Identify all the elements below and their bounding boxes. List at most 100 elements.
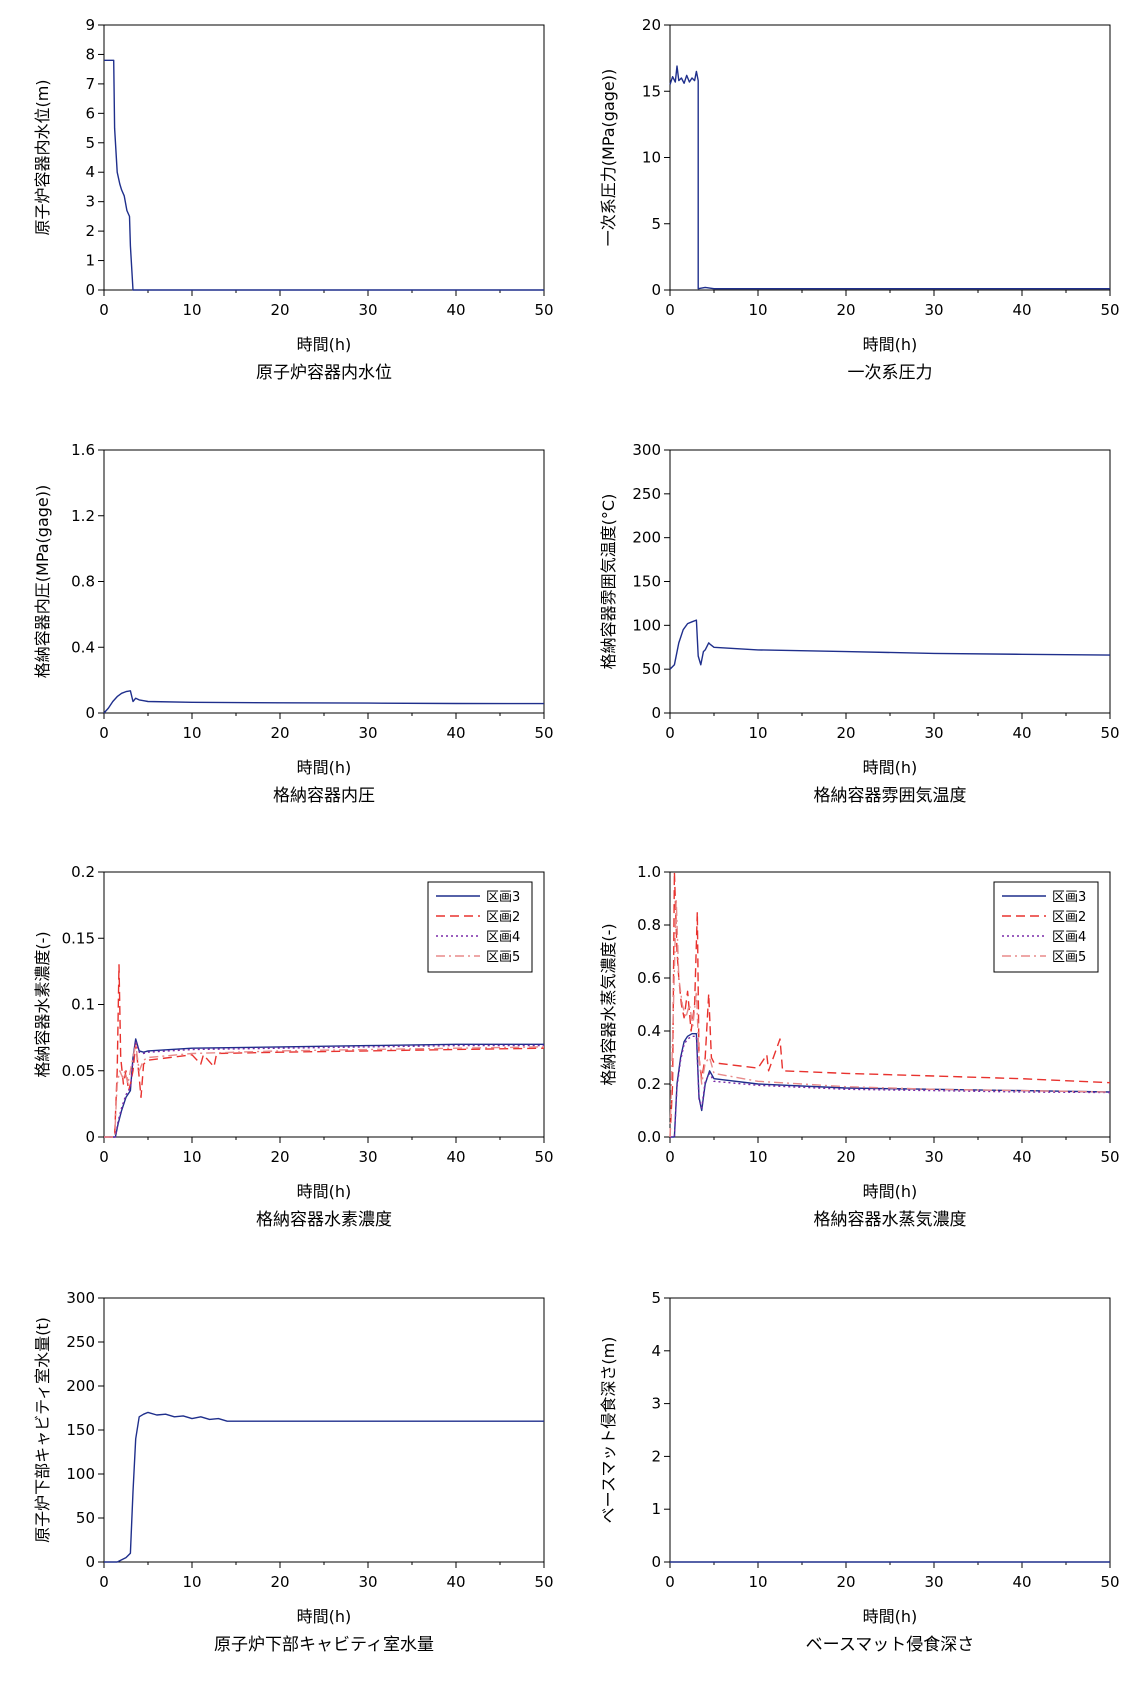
x-tick-label: 30 (358, 1148, 377, 1166)
x-tick-label: 40 (1012, 301, 1031, 319)
chart-panel-4: 0 50 100 150 200 250 300 0 10 20 30 40 50 格納容器雰囲気温度(°… (599, 441, 1120, 806)
x-tick-label: 0 (665, 1573, 675, 1591)
chart-panel-6: 0.00.20.40.60.81.00 10 20 30 40 50区画3区画2区画4区画… (599, 863, 1120, 1230)
series-line-区画5 (104, 1043, 545, 1138)
y-tick-label: 6 (85, 104, 95, 122)
y-tick-label: 8 (85, 45, 95, 63)
y-axis-label: 格納容器雰囲気温度(°C) (599, 494, 618, 670)
chart-title: 格納容器内圧 (273, 786, 375, 806)
legend-box (427, 881, 533, 973)
chart-panel-3: 0 0.4 0.8 1.2 1.6 0 10 20 30 40 50 格納容器内圧(MPa(gage)… (33, 441, 554, 806)
x-tick-label: 10 (748, 301, 767, 319)
x-tick-label: 0 (665, 724, 675, 742)
y-axis-label: 格納容器内圧(MPa(gage)) (33, 485, 52, 678)
plot-frame (669, 449, 1111, 714)
x-tick-label: 50 (1100, 724, 1119, 742)
x-tick-label: 50 (534, 1573, 553, 1591)
x-tick-label: 0 (99, 724, 109, 742)
y-tick-label: 0.2 (637, 1075, 661, 1093)
x-tick-label: 40 (446, 724, 465, 742)
legend-box (993, 881, 1099, 973)
x-tick-label: 40 (1012, 1573, 1031, 1591)
x-tick-label: 50 (534, 724, 553, 742)
x-axis-label: 時間(h) (863, 758, 918, 777)
x-tick-label: 10 (182, 1573, 201, 1591)
y-tick-label: 0.4 (71, 638, 95, 656)
x-tick-label: 40 (446, 1148, 465, 1166)
x-tick-label: 20 (270, 724, 289, 742)
plot-frame (669, 24, 1111, 291)
legend: 区画3 区画2 区画4 区画5 (427, 881, 533, 973)
x-tick-label: 20 (836, 1148, 855, 1166)
y-tick-label: 100 (66, 1465, 95, 1483)
y-tick-label: 200 (66, 1377, 95, 1395)
y-tick-label: 2 (85, 222, 95, 240)
x-tick-label: 10 (182, 724, 201, 742)
x-tick-label: 30 (358, 1573, 377, 1591)
chart-panel-2: 0 5 10 15 20 0 10 20 30 40 50 一次系圧力(MPa(gage)) 時間(h)… (599, 16, 1120, 383)
x-tick-label: 10 (748, 1148, 767, 1166)
x-tick-label: 40 (1012, 724, 1031, 742)
chart-title: 格納容器水蒸気濃度 (814, 1210, 967, 1230)
x-tick-label: 20 (836, 724, 855, 742)
y-tick-label: 1 (651, 1500, 661, 1518)
chart-title: ベースマット侵食深さ (806, 1635, 975, 1655)
y-tick-label: 7 (85, 75, 95, 93)
y-axis-label: 原子炉下部キャビティ室水量(t) (33, 1317, 52, 1543)
y-tick-label: 15 (642, 82, 661, 100)
y-axis-label: 格納容器水蒸気濃度(-) (599, 923, 618, 1085)
x-tick-label: 0 (99, 1573, 109, 1591)
series-line-区画2 (104, 964, 545, 1138)
plot-frame (669, 1297, 1111, 1563)
y-tick-label: 0.6 (637, 969, 661, 987)
series-line-区画2 (669, 871, 1111, 1138)
x-axis-label: 時間(h) (297, 1607, 352, 1626)
x-tick-label: 30 (924, 1573, 943, 1591)
chart-title: 格納容器雰囲気温度 (814, 786, 967, 806)
x-tick-label: 40 (1012, 1148, 1031, 1166)
x-tick-label: 20 (836, 1573, 855, 1591)
x-tick-label: 30 (924, 301, 943, 319)
x-tick-label: 0 (665, 1148, 675, 1166)
series-line-series-1 (104, 59, 544, 291)
x-axis-label: 時間(h) (297, 758, 352, 777)
y-tick-label: 1 (85, 252, 95, 270)
x-tick-label: 20 (270, 1573, 289, 1591)
y-tick-label: 100 (632, 616, 661, 634)
y-axis-label: 格納容器水素濃度(-) (33, 931, 52, 1077)
x-tick-label: 0 (99, 301, 109, 319)
x-tick-label: 30 (358, 301, 377, 319)
legend-label: 区画3 (486, 890, 520, 905)
chart-title: 格納容器水素濃度 (256, 1210, 392, 1230)
series-line-series-1 (103, 690, 545, 714)
y-tick-label: 5 (85, 134, 95, 152)
legend-label: 区画3 (1052, 890, 1086, 905)
y-tick-label: 300 (632, 441, 661, 459)
x-axis-label: 時間(h) (863, 1607, 918, 1626)
y-tick-label: 5 (651, 215, 661, 233)
x-tick-label: 30 (358, 724, 377, 742)
y-tick-label: 0.2 (71, 863, 95, 881)
series-line-区画5 (669, 897, 1111, 1138)
x-axis-label: 時間(h) (863, 1182, 918, 1201)
y-tick-label: 0 (85, 1553, 95, 1571)
legend: 区画3 区画2 区画4 区画5 (993, 881, 1099, 973)
y-axis-label: 一次系圧力(MPa(gage)) (599, 69, 618, 246)
chart-title: 原子炉下部キャビティ室水量 (214, 1635, 434, 1655)
y-tick-label: 0.8 (71, 573, 95, 591)
y-tick-label: 250 (632, 485, 661, 503)
y-tick-label: 9 (85, 16, 95, 34)
y-tick-label: 1.6 (71, 441, 95, 459)
legend-label: 区画5 (486, 950, 520, 965)
x-tick-label: 20 (270, 1148, 289, 1166)
chart-panel-5: 0 0.05 0.1 0.15 0.2 0 10 20 30 40 50 区画3 区画2 区画4 区画5 格納… (33, 863, 554, 1230)
y-tick-label: 4 (85, 163, 95, 181)
legend-label: 区画2 (486, 910, 520, 925)
series-line-区画3 (670, 1032, 1111, 1138)
plot-frame (103, 449, 545, 714)
x-tick-label: 10 (182, 301, 201, 319)
series-line-series-1 (669, 65, 1110, 290)
legend-label: 区画2 (1052, 910, 1086, 925)
x-tick-label: 20 (270, 301, 289, 319)
y-tick-label: 300 (66, 1289, 95, 1307)
